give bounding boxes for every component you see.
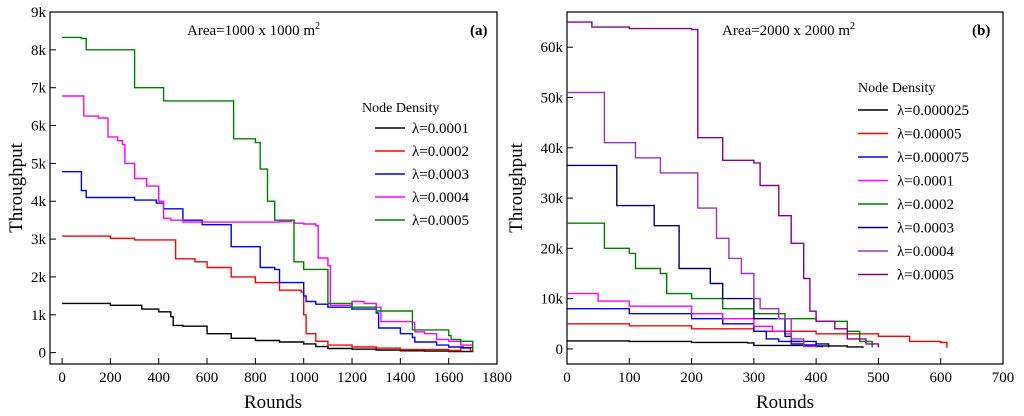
x-tick-label-a-0: 0 [58, 370, 66, 386]
y-tick-label-b-0: 0 [556, 342, 564, 358]
plot-frame-b [566, 11, 1004, 365]
x-tick-label-b-1: 100 [618, 370, 641, 386]
y-tick-label-a-8: 8k [31, 43, 47, 59]
legend-label-b-3: λ=0.0001 [897, 174, 954, 190]
y-tick-label-a-3: 3k [31, 232, 47, 248]
legend-label-a-0: λ=0.0001 [412, 121, 469, 137]
x-tick-label-a-5: 1000 [289, 370, 319, 386]
y-tick-label-b-1: 10k [541, 292, 564, 308]
legend-title-b: Node Density [858, 81, 935, 96]
y-tick-label-b-3: 30k [541, 191, 564, 207]
x-tick-label-b-7: 700 [992, 370, 1015, 386]
x-tick-label-a-4: 800 [244, 370, 267, 386]
chart-panel-a: 0 200 400 600 800 1000 1200 1400 1600 1800 0 1k 2k 3k… [6, 5, 512, 413]
series-line-a-4 [62, 36, 474, 351]
x-tick-label-a-7: 1400 [385, 370, 415, 386]
x-tick-label-b-3: 300 [743, 370, 766, 386]
series-line-b-6 [567, 91, 817, 348]
y-tick-label-b-5: 50k [541, 90, 564, 106]
legend-label-a-4: λ=0.0005 [412, 213, 469, 229]
legend-label-b-6: λ=0.0004 [897, 244, 954, 260]
area-annotation-b: Area=2000 x 2000 m2 [722, 21, 855, 39]
legend-label-b-5: λ=0.0003 [897, 221, 954, 237]
series-line-a-1 [62, 235, 474, 352]
legend-a: λ=0.0001 λ=0.0002 λ=0.0003 λ=0.0004 λ=0.0005 [375, 121, 469, 229]
y-axis-title-b: Throughput [506, 142, 527, 232]
x-tick-label-b-6: 600 [929, 370, 952, 386]
x-axis-title-b: Rounds [756, 392, 814, 413]
legend-title-a: Node Density [362, 101, 439, 116]
legend-label-b-4: λ=0.0002 [897, 197, 954, 213]
x-tick-label-a-9: 1800 [482, 370, 512, 386]
x-tick-label-b-5: 500 [867, 370, 890, 386]
y-tick-label-a-6: 6k [31, 119, 47, 135]
x-tick-label-a-2: 400 [147, 370, 170, 386]
x-tick-label-b-4: 400 [805, 370, 828, 386]
legend-label-b-2: λ=0.000075 [897, 150, 969, 166]
panel-label-a: (a) [470, 23, 488, 39]
legend-label-a-1: λ=0.0002 [412, 144, 469, 160]
y-tick-label-a-7: 7k [31, 81, 47, 97]
plot-frame-a [49, 11, 498, 365]
legend-label-b-1: λ=0.00005 [897, 127, 961, 143]
legend-b: λ=0.000025 λ=0.00005 λ=0.000075 λ=0.0001 λ=0… [858, 103, 969, 284]
axis-layer-b: 0 100 200 300 400 500 600 700 0 10k 20k 30k 40k 50k 60… [541, 40, 1015, 386]
legend-label-a-3: λ=0.0004 [412, 190, 469, 206]
y-tick-label-a-9: 9k [31, 5, 47, 21]
axis-layer-a: 0 200 400 600 800 1000 1200 1400 1600 1800 0 1k 2k 3k… [31, 5, 512, 386]
y-axis-title-a: Throughput [6, 142, 27, 232]
series-line-b-4 [567, 222, 873, 348]
x-tick-label-a-8: 1600 [434, 370, 464, 386]
series-line-a-2 [62, 171, 474, 351]
legend-label-b-7: λ=0.0005 [897, 268, 954, 284]
x-tick-label-a-3: 600 [196, 370, 219, 386]
series-line-b-5 [567, 164, 830, 348]
y-tick-label-a-4: 4k [31, 194, 47, 210]
y-tick-label-b-6: 60k [541, 40, 564, 56]
series-line-b-0 [567, 340, 864, 348]
chart-panel-b: 0 100 200 300 400 500 600 700 0 10k 20k 30k 40k 50k 60… [506, 11, 1015, 413]
series-layer-a [62, 36, 474, 353]
x-tick-label-a-6: 1200 [337, 370, 367, 386]
y-tick-label-b-4: 40k [541, 141, 564, 157]
x-tick-label-b-2: 200 [680, 370, 703, 386]
y-tick-label-a-1: 1k [31, 308, 47, 324]
legend-label-b-0: λ=0.000025 [897, 103, 969, 119]
series-layer-b [567, 21, 948, 348]
x-tick-label-a-1: 200 [99, 370, 122, 386]
series-line-b-7 [567, 21, 880, 348]
area-annotation-a: Area=1000 x 1000 m2 [187, 21, 320, 39]
y-tick-label-a-5: 5k [31, 156, 47, 172]
x-tick-label-b-0: 0 [563, 370, 571, 386]
panel-label-b: (b) [972, 23, 990, 39]
y-tick-label-a-0: 0 [39, 346, 47, 362]
x-axis-title-a: Rounds [244, 392, 302, 413]
y-tick-label-a-2: 2k [31, 270, 47, 286]
y-tick-label-b-2: 20k [541, 241, 564, 257]
series-line-b-2 [567, 308, 824, 348]
series-line-b-1 [567, 323, 948, 348]
legend-label-a-2: λ=0.0003 [412, 167, 469, 183]
